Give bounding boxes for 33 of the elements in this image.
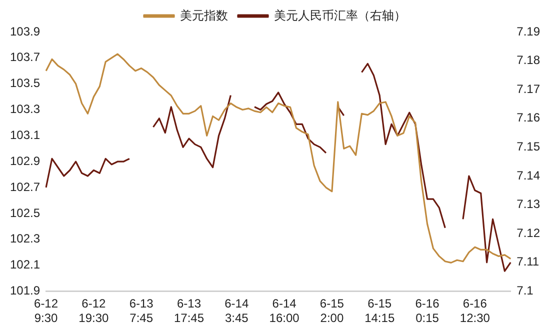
x-tick-label: 6-14 16:00 — [269, 296, 300, 326]
y-tick-label: 103.5 — [10, 76, 40, 90]
y-tick-label: 103.1 — [10, 128, 40, 142]
y-tick-label: 102.3 — [10, 232, 40, 246]
y2-tick-label: 7.16 — [516, 110, 540, 125]
x-tick-label: 6-16 0:15 — [415, 296, 440, 326]
y2-tick-label: 7.19 — [516, 24, 540, 38]
y2-tick-label: 7.18 — [516, 53, 540, 68]
y-tick-label: 102.7 — [10, 180, 40, 194]
x-tick-label: 6-13 17:45 — [174, 296, 204, 326]
y2-tick-label: 7.11 — [516, 254, 540, 269]
y-tick-label: 102.1 — [10, 258, 40, 272]
x-tick-label: 6-12 19:30 — [78, 296, 110, 326]
y-tick-label: 102.9 — [10, 154, 40, 168]
y2-tick-label: 7.13 — [516, 197, 540, 212]
x-tick-label: 6-15 14:15 — [364, 296, 395, 326]
x-tick-label: 6-14 3:45 — [224, 296, 249, 326]
x-tick-label: 6-16 12:30 — [460, 296, 490, 326]
legend-label: 美元指数 — [180, 8, 228, 22]
y2-tick-label: 7.14 — [516, 168, 540, 182]
y-tick-label: 102.5 — [10, 206, 40, 220]
y-tick-label: 103.7 — [10, 50, 40, 64]
y2-tick-label: 7.12 — [516, 226, 540, 240]
x-tick-label: 6-15 2:00 — [320, 296, 344, 326]
x-tick-label: 6-12 9:30 — [34, 296, 58, 326]
y-tick-label: 103.3 — [10, 102, 40, 116]
legend-label: 美元人民币汇率（右轴） — [274, 8, 406, 22]
y2-tick-label: 7.15 — [516, 140, 540, 154]
y-tick-label: 101.9 — [10, 284, 40, 298]
y2-tick-label: 7.1 — [516, 284, 534, 298]
y2-tick-label: 7.17 — [516, 82, 540, 96]
y-tick-label: 103.9 — [10, 24, 40, 38]
x-tick-label: 6-13 7:45 — [129, 296, 154, 326]
